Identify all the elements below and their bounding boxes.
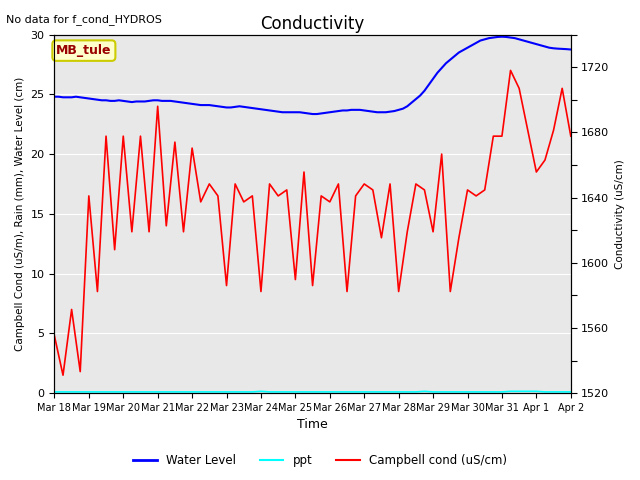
Text: No data for f_cond_HYDROS: No data for f_cond_HYDROS: [6, 14, 163, 25]
Text: MB_tule: MB_tule: [56, 44, 111, 57]
Y-axis label: Campbell Cond (uS/m), Rain (mm), Water Level (cm): Campbell Cond (uS/m), Rain (mm), Water L…: [15, 77, 25, 351]
Title: Conductivity: Conductivity: [260, 15, 365, 33]
Legend: Water Level, ppt, Campbell cond (uS/cm): Water Level, ppt, Campbell cond (uS/cm): [128, 449, 512, 472]
Y-axis label: Conductivity (uS/cm): Conductivity (uS/cm): [615, 159, 625, 269]
X-axis label: Time: Time: [297, 419, 328, 432]
